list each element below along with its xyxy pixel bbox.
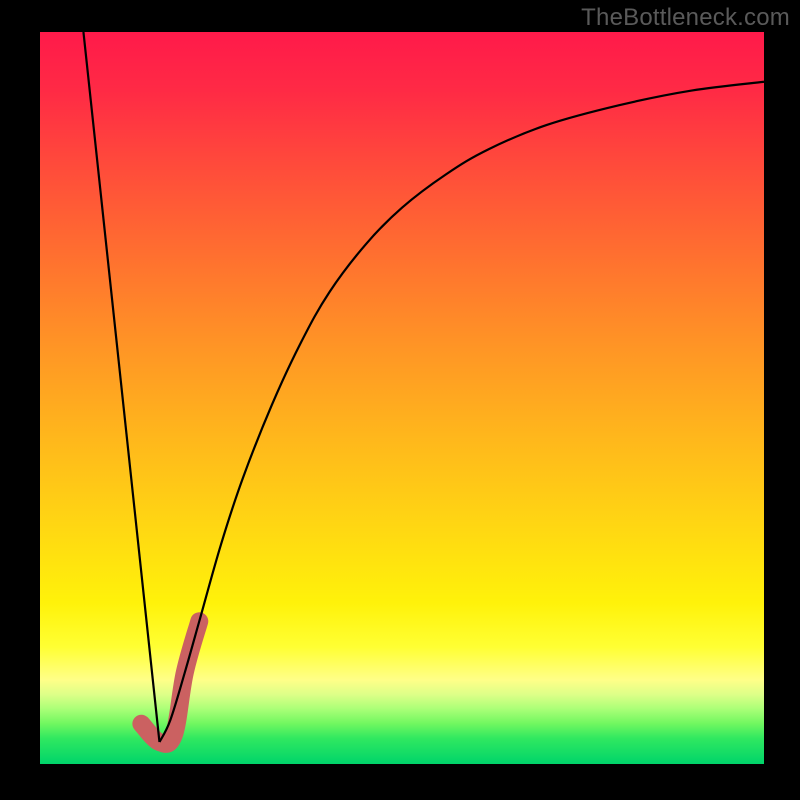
chart-container: TheBottleneck.com bbox=[0, 0, 800, 800]
plot-background bbox=[40, 32, 764, 764]
chart-svg bbox=[0, 0, 800, 800]
watermark-text: TheBottleneck.com bbox=[581, 4, 790, 32]
